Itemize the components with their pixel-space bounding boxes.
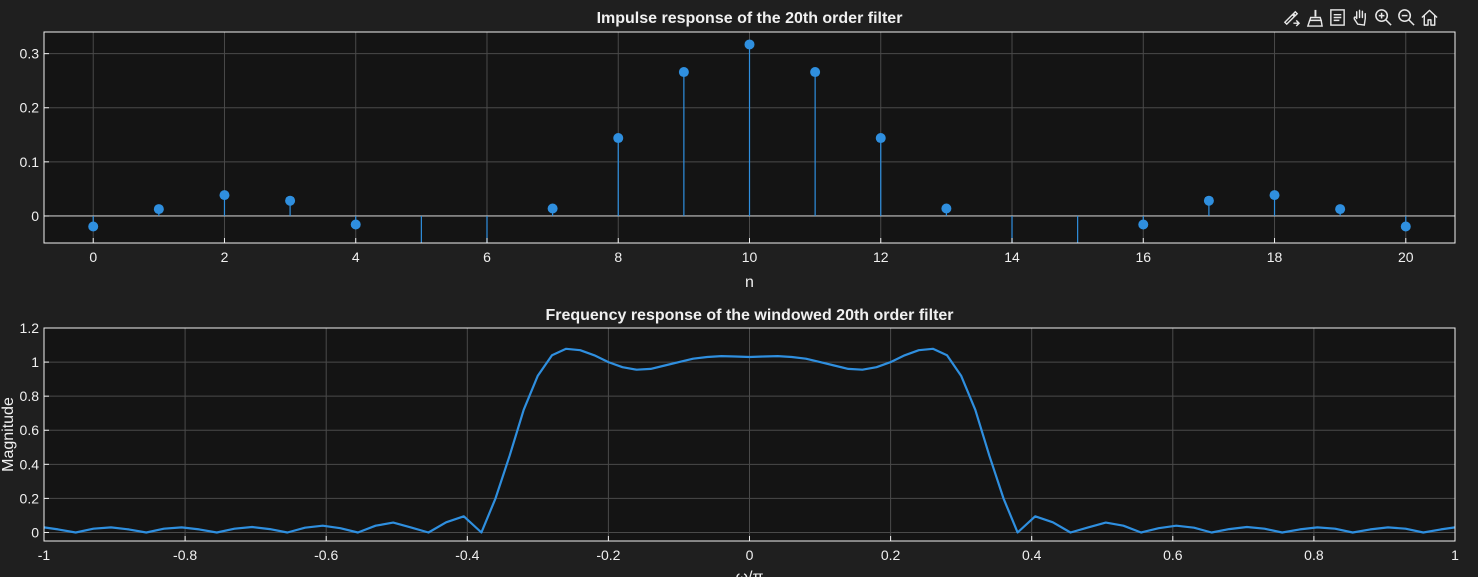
frequency-response-axes[interactable]: -1 -0.8 -0.6 -0.4 -0.2 0 0.2 0.4 0.6 0.8 1 0 0.2 0.4 0… bbox=[0, 307, 1459, 577]
x-tick-label: 0.4 bbox=[1022, 547, 1042, 563]
export-button[interactable] bbox=[1281, 6, 1302, 28]
frequency-xlabel: ω/π bbox=[736, 569, 764, 577]
stem-marker[interactable] bbox=[88, 221, 99, 232]
x-tick-label: 20 bbox=[1398, 249, 1414, 265]
x-tick-label: -0.6 bbox=[314, 547, 338, 563]
stem-marker[interactable] bbox=[219, 190, 230, 201]
x-tick-label: 8 bbox=[614, 249, 622, 265]
zoom-in-icon bbox=[1375, 8, 1392, 26]
stem-marker[interactable] bbox=[678, 67, 689, 78]
stem-marker[interactable] bbox=[744, 39, 755, 50]
y-tick-label: 0 bbox=[31, 208, 39, 224]
home-icon bbox=[1421, 9, 1438, 26]
zoom-in-button[interactable] bbox=[1373, 6, 1394, 28]
stem-marker[interactable] bbox=[547, 203, 558, 214]
y-tick-label: 0.6 bbox=[20, 422, 40, 438]
x-tick-label: 0 bbox=[746, 547, 754, 563]
y-tick-label: 0.1 bbox=[20, 154, 40, 170]
stem-marker[interactable] bbox=[350, 219, 361, 230]
frequency-ylabel: Magnitude bbox=[0, 397, 17, 472]
impulse-tick-labels: 0 2 4 6 8 10 12 14 16 18 20 0 0.1 0.2 0.3 bbox=[20, 46, 1414, 265]
x-tick-label: 0.8 bbox=[1304, 547, 1324, 563]
y-tick-label: 0.2 bbox=[20, 490, 40, 506]
stem-marker[interactable] bbox=[285, 195, 296, 206]
stem-marker[interactable] bbox=[1335, 204, 1346, 215]
stem-marker[interactable] bbox=[1203, 195, 1214, 206]
x-tick-label: 1 bbox=[1451, 547, 1459, 563]
stem-marker[interactable] bbox=[1269, 190, 1280, 201]
brush-icon bbox=[1306, 9, 1323, 27]
x-tick-label: -0.8 bbox=[173, 547, 197, 563]
impulse-xlabel: n bbox=[745, 274, 754, 291]
home-button[interactable] bbox=[1419, 6, 1440, 28]
stem-marker[interactable] bbox=[810, 67, 821, 78]
brush-button[interactable] bbox=[1304, 6, 1325, 28]
x-tick-label: -0.2 bbox=[596, 547, 620, 563]
x-tick-label: 14 bbox=[1004, 249, 1020, 265]
stem-marker[interactable] bbox=[153, 204, 164, 215]
stem-marker[interactable] bbox=[875, 133, 886, 144]
export-icon bbox=[1283, 10, 1301, 27]
stem-marker[interactable] bbox=[1138, 219, 1149, 230]
stem-marker[interactable] bbox=[941, 203, 952, 214]
x-tick-label: 0.6 bbox=[1163, 547, 1183, 563]
axes-toolbar bbox=[1281, 6, 1440, 30]
pan-button[interactable] bbox=[1350, 6, 1371, 28]
data-tips-icon bbox=[1330, 8, 1345, 26]
x-tick-label: 2 bbox=[221, 249, 229, 265]
y-tick-label: 0.3 bbox=[20, 46, 40, 62]
x-tick-label: -0.4 bbox=[455, 547, 479, 563]
x-tick-label: 4 bbox=[352, 249, 360, 265]
y-tick-label: 0 bbox=[31, 524, 39, 540]
x-tick-label: 0 bbox=[89, 249, 97, 265]
y-tick-label: 0.4 bbox=[20, 456, 40, 472]
data-tips-button[interactable] bbox=[1327, 6, 1348, 28]
y-tick-label: 1.2 bbox=[20, 320, 40, 336]
stem-marker[interactable] bbox=[1400, 221, 1411, 232]
pan-icon bbox=[1353, 9, 1366, 26]
x-tick-label: 6 bbox=[483, 249, 491, 265]
x-tick-label: -1 bbox=[38, 547, 51, 563]
magnitude-line[interactable] bbox=[43, 347, 1456, 534]
y-tick-label: 1 bbox=[31, 354, 39, 370]
impulse-title: Impulse response of the 20th order filte… bbox=[597, 10, 903, 27]
impulse-response-axes[interactable]: 0 2 4 6 8 10 12 14 16 18 20 0 0.1 0.2 0.3 Impulse resp… bbox=[20, 10, 1456, 291]
y-tick-label: 0.8 bbox=[20, 388, 40, 404]
x-tick-label: 12 bbox=[873, 249, 889, 265]
zoom-out-button[interactable] bbox=[1396, 6, 1417, 28]
x-tick-label: 0.2 bbox=[881, 547, 901, 563]
x-tick-label: 18 bbox=[1267, 249, 1283, 265]
x-tick-label: 16 bbox=[1135, 249, 1151, 265]
impulse-stem-series bbox=[44, 39, 1455, 243]
stem-marker[interactable] bbox=[613, 133, 624, 144]
zoom-out-icon bbox=[1398, 8, 1415, 26]
frequency-tick-labels: -1 -0.8 -0.6 -0.4 -0.2 0 0.2 0.4 0.6 0.8 1 0 0.2 0.4 0… bbox=[20, 320, 1460, 563]
y-tick-label: 0.2 bbox=[20, 100, 40, 116]
frequency-title: Frequency response of the windowed 20th … bbox=[545, 307, 953, 324]
frequency-line-series bbox=[43, 347, 1456, 534]
x-tick-label: 10 bbox=[742, 249, 758, 265]
